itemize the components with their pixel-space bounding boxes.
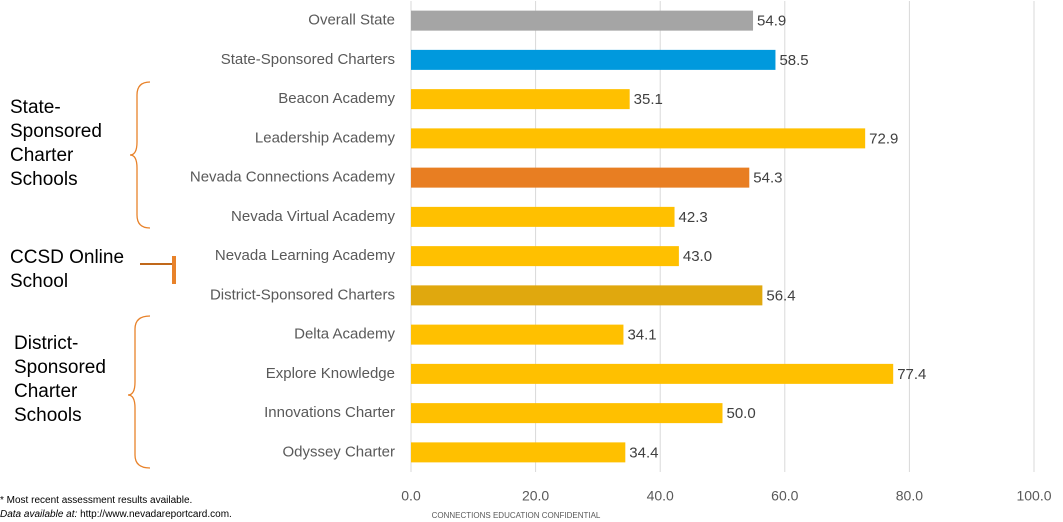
x-tick-label: 60.0 (771, 488, 798, 504)
category-label: Beacon Academy (278, 90, 395, 107)
bar (411, 442, 626, 463)
category-label: Overall State (308, 12, 395, 29)
confidential: CONNECTIONS EDUCATION CONFIDENTIAL (432, 511, 601, 520)
bar (411, 10, 754, 31)
group-label: State-Sponsored Charter Schools (10, 97, 102, 190)
value-label: 34.1 (627, 327, 656, 344)
category-label: Nevada Virtual Academy (231, 208, 395, 225)
source: Data available at: http://www.nevadarepo… (0, 508, 232, 521)
source-label: Data available at: (0, 509, 78, 520)
bar (411, 285, 763, 306)
category-label: Odyssey Charter (282, 443, 395, 460)
x-tick-label: 100.0 (1016, 488, 1051, 504)
value-label: 72.9 (869, 130, 898, 147)
bar (411, 206, 675, 227)
value-label: 56.4 (766, 287, 795, 304)
bar (411, 49, 776, 70)
category-label: Explore Knowledge (266, 365, 395, 382)
category-label: Innovations Charter (264, 404, 395, 421)
bracket (129, 81, 151, 229)
bar (411, 246, 679, 267)
bar (411, 128, 866, 149)
bar (411, 403, 723, 424)
category-label: Delta Academy (294, 326, 395, 343)
x-tick-label: 0.0 (401, 488, 421, 504)
bar (411, 89, 630, 110)
category-label: Leadership Academy (255, 129, 396, 146)
group-label: District-Sponsored Charter Schools (14, 333, 106, 426)
source-url: http://www.nevadareportcard.com. (80, 509, 232, 520)
category-label: District-Sponsored Charters (210, 286, 395, 303)
value-label: 77.4 (897, 366, 926, 383)
category-label: State-Sponsored Charters (221, 51, 395, 68)
bracket-bar (172, 256, 176, 284)
value-label: 58.5 (779, 52, 808, 69)
bar (411, 363, 894, 384)
bar (411, 324, 624, 345)
group-label: CCSD Online School (10, 247, 125, 292)
value-label: 54.9 (757, 13, 786, 30)
footnote: * Most recent assessment results availab… (0, 495, 193, 506)
value-label: 35.1 (634, 91, 663, 108)
brackets (127, 81, 172, 469)
x-tick-label: 80.0 (896, 488, 923, 504)
category-label: Nevada Connections Academy (190, 169, 396, 186)
x-tick-label: 40.0 (647, 488, 674, 504)
value-label: 50.0 (727, 405, 756, 422)
value-label: 42.3 (679, 209, 708, 226)
value-label: 34.4 (629, 444, 658, 461)
x-tick-label: 20.0 (522, 488, 549, 504)
value-label: 43.0 (683, 248, 712, 265)
bracket (127, 315, 151, 469)
value-label: 54.3 (753, 170, 782, 187)
bar (411, 167, 750, 188)
category-label: Nevada Learning Academy (215, 247, 396, 264)
